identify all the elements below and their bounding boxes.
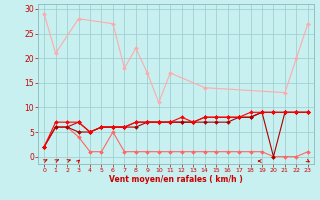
X-axis label: Vent moyen/en rafales ( km/h ): Vent moyen/en rafales ( km/h )	[109, 175, 243, 184]
